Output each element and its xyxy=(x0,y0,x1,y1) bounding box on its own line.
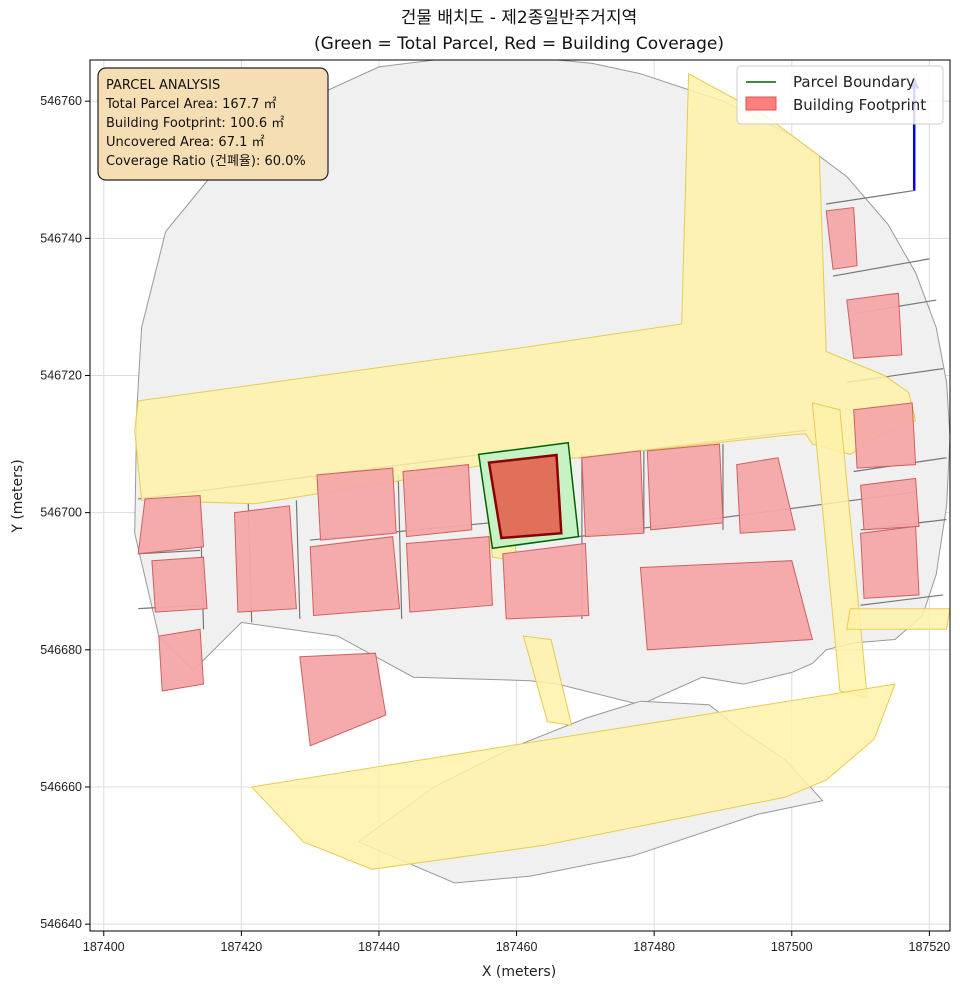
building-footprint xyxy=(151,556,208,613)
building-footprint xyxy=(316,467,397,541)
x-tick-label: 187500 xyxy=(771,940,813,954)
plot-frame xyxy=(89,59,951,932)
x-tick-label: 187420 xyxy=(221,940,263,954)
building-footprint xyxy=(825,206,858,270)
building-footprint xyxy=(853,402,917,469)
chart-title: 건물 배치도 - 제2종일반주거지역 xyxy=(401,8,637,28)
lot-boundary-line xyxy=(295,500,301,619)
building-footprint xyxy=(846,292,903,359)
chart-subtitle: (Green = Total Parcel, Red = Building Co… xyxy=(314,34,724,54)
building-footprint xyxy=(502,542,590,620)
building-footprint xyxy=(860,477,920,531)
legend-box xyxy=(736,65,944,125)
info-line-uncovered: Uncovered Area: 67.1 ㎡ xyxy=(106,135,265,150)
building-footprint xyxy=(736,457,796,534)
building-footprint xyxy=(137,494,205,555)
legend-building-swatch xyxy=(745,96,777,111)
info-box-background xyxy=(97,67,329,181)
lot-boundary-line xyxy=(826,189,916,205)
y-tick-label: 546740 xyxy=(40,231,82,245)
building-footprint xyxy=(639,560,814,651)
building-footprint xyxy=(309,536,401,617)
y-tick-label: 546720 xyxy=(40,368,82,382)
legend-building-label: Building Footprint xyxy=(793,96,926,114)
y-axis-label: Y (meters) xyxy=(10,459,26,533)
axis-ticks: 187400 187420 187440 187460 187480 187500 1875… xyxy=(40,94,950,954)
target-building-footprint xyxy=(487,453,563,540)
lot-boundary-line xyxy=(832,258,930,277)
building-footprint xyxy=(646,443,724,531)
building-footprint xyxy=(299,652,387,747)
building-footprint xyxy=(581,450,645,538)
road-polygon xyxy=(250,683,896,870)
x-tick-label: 187400 xyxy=(83,940,125,954)
building-footprint xyxy=(860,525,920,599)
parcel-analysis-box: PARCEL ANALYSIS Total Parcel Area: 167.7… xyxy=(97,67,329,181)
info-line-coverage: Coverage Ratio (건폐율): 60.0% xyxy=(106,154,306,169)
y-tick-label: 546760 xyxy=(40,94,82,108)
y-tick-label: 546700 xyxy=(40,506,82,520)
lot-boundary-line xyxy=(860,594,944,606)
legend: Parcel Boundary Building Footprint xyxy=(736,65,944,125)
map-features xyxy=(134,60,950,884)
x-tick-label: 187520 xyxy=(909,940,951,954)
legend-parcel-label: Parcel Boundary xyxy=(793,73,915,91)
x-tick-label: 187460 xyxy=(496,940,538,954)
info-line-footprint: Building Footprint: 100.6 ㎡ xyxy=(106,116,284,131)
x-tick-label: 187480 xyxy=(633,940,675,954)
y-tick-label: 546660 xyxy=(40,780,82,794)
x-axis-label: X (meters) xyxy=(482,964,556,980)
y-tick-label: 546680 xyxy=(40,643,82,657)
building-footprint xyxy=(405,536,494,613)
y-tick-label: 546640 xyxy=(40,917,82,931)
building-footprint xyxy=(402,464,473,538)
x-tick-label: 187440 xyxy=(358,940,400,954)
info-line-total-area: Total Parcel Area: 167.7 ㎡ xyxy=(105,97,276,112)
info-line-heading: PARCEL ANALYSIS xyxy=(106,78,220,93)
road-polygon xyxy=(522,635,573,726)
building-footprint xyxy=(158,628,205,692)
lot-boundary-line xyxy=(397,474,403,619)
road-polygon xyxy=(846,608,950,630)
building-footprint xyxy=(233,505,297,613)
lot-boundary-line xyxy=(138,549,201,555)
